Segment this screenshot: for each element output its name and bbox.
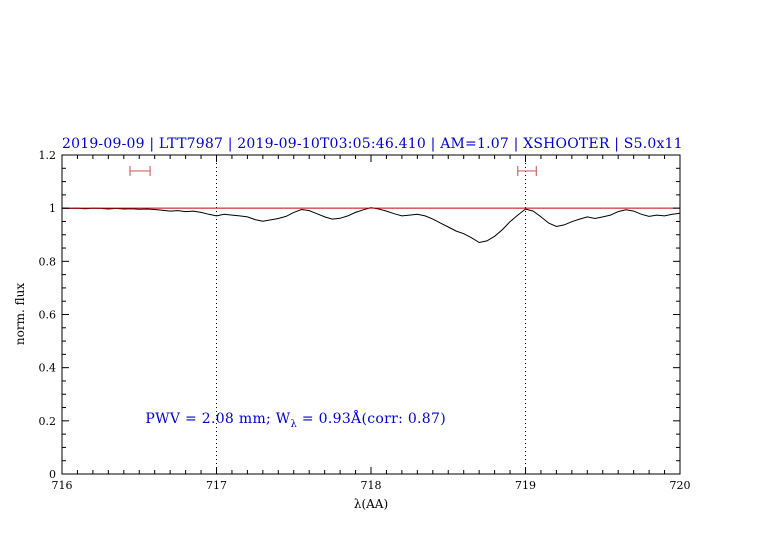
y-tick-label: 0.8 (39, 255, 57, 268)
x-tick-label: 720 (670, 479, 691, 492)
x-tick-label: 716 (52, 479, 73, 492)
y-tick-label: 0.4 (39, 362, 57, 375)
y-tick-label: 0 (49, 468, 56, 481)
y-axis-label: norm. flux (13, 282, 27, 346)
y-tick-label: 0.6 (39, 309, 57, 322)
plot-title: 2019-09-09 | LTT7987 | 2019-09-10T03:05:… (62, 136, 683, 152)
annotation-text-2: = 0.93Å(corr: 0.87) (297, 410, 446, 427)
pwv-annotation: PWV = 2.08 mm; Wλ = 0.93Å(corr: 0.87) (145, 411, 446, 430)
x-tick-label: 717 (206, 479, 227, 492)
annotation-text-1: PWV = 2.08 mm; W (145, 410, 291, 427)
y-tick-label: 1 (49, 202, 56, 215)
x-tick-label: 719 (515, 479, 536, 492)
y-tick-label: 1.2 (39, 149, 57, 162)
x-axis-label: λ(AA) (353, 497, 389, 511)
y-tick-label: 0.2 (39, 415, 57, 428)
x-tick-label: 718 (361, 479, 382, 492)
spectrum-line (61, 207, 681, 244)
annotation-subscript: λ (290, 418, 298, 430)
